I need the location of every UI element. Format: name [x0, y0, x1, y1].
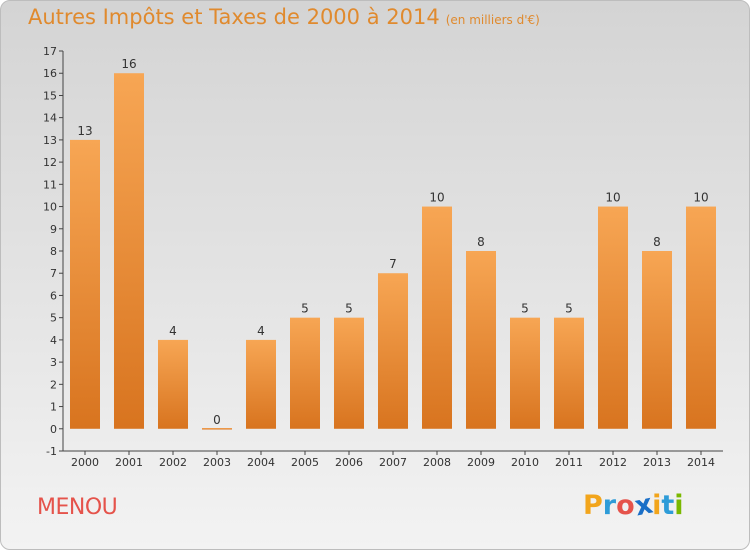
y-tick-label: 9: [50, 223, 57, 236]
x-tick-label-2008: 2008: [423, 456, 451, 469]
data-label-2002: 4: [169, 324, 177, 338]
bar-2006: [334, 317, 364, 429]
y-tick-label: 4: [50, 334, 57, 347]
bar-2009: [466, 251, 496, 429]
y-tick-label: 16: [43, 67, 57, 80]
y-tick-label: 15: [43, 89, 57, 102]
y-tick-label: 14: [43, 112, 57, 125]
x-axis: 2000 2001 2002 2003 2004 2005 2006 2007 2008 2009…: [63, 450, 723, 469]
x-tick-label-2011: 2011: [555, 456, 583, 469]
x-tick-label-2007: 2007: [379, 456, 407, 469]
title-text: Autres Impôts et Taxes de 2000 à 2014: [28, 5, 440, 29]
x-tick-label-2003: 2003: [203, 456, 231, 469]
proxiti-logo: Proxiti: [583, 489, 684, 523]
y-tick-label: 6: [50, 289, 57, 302]
bar-2013: [642, 251, 672, 429]
y-tick-label: 7: [50, 267, 57, 280]
logo-letter: P: [583, 490, 603, 521]
bar-2014: [686, 206, 716, 429]
x-tick-label-2004: 2004: [247, 456, 275, 469]
y-tick-label: 3: [50, 356, 57, 369]
y-tick-label: 11: [43, 178, 57, 191]
y-tick-label: 13: [43, 134, 57, 147]
bar-2007: [378, 273, 408, 429]
data-label-2011: 5: [565, 302, 573, 316]
data-label-2005: 5: [301, 302, 309, 316]
logo-letter: r: [602, 490, 617, 521]
y-tick-label: 5: [50, 312, 57, 325]
data-label-2010: 5: [521, 302, 529, 316]
y-tick-label: 17: [43, 45, 57, 58]
data-label-2012: 10: [605, 191, 620, 205]
data-label-2013: 8: [653, 235, 661, 249]
bar-2002: [158, 339, 188, 429]
data-labels: 13 16 4 0 4 5 5 7 10 8 5 5 10 8 10: [77, 57, 708, 427]
x-tick-label-2006: 2006: [335, 456, 363, 469]
logo-letter: o: [616, 490, 635, 521]
x-tick-label-2013: 2013: [643, 456, 671, 469]
data-label-2014: 10: [693, 191, 708, 205]
data-label-2007: 7: [389, 257, 397, 271]
logo-letter: t: [661, 490, 675, 521]
y-tick-label: 0: [50, 423, 57, 436]
commune-name: MENOU: [37, 495, 118, 520]
chart-unit: (en milliers d'€): [445, 13, 540, 27]
data-label-2003: 0: [213, 413, 221, 427]
data-label-2000: 13: [77, 124, 92, 138]
data-label-2008: 10: [429, 191, 444, 205]
bar-2010: [510, 317, 540, 429]
bar-2000: [70, 139, 100, 429]
x-tick-label-2001: 2001: [115, 456, 143, 469]
x-tick-label-2005: 2005: [291, 456, 319, 469]
data-label-2004: 4: [257, 324, 265, 338]
data-label-2001: 16: [121, 57, 136, 71]
bar-2003: [202, 428, 232, 430]
y-tick-label: -1: [46, 445, 57, 458]
y-tick-label: 2: [50, 378, 57, 391]
bar-2005: [290, 317, 320, 429]
x-tick-label-2000: 2000: [71, 456, 99, 469]
bar-2011: [554, 317, 584, 429]
logo-letter: i: [652, 490, 662, 521]
logo-letter: i: [674, 490, 684, 521]
data-label-2009: 8: [477, 235, 485, 249]
x-tick-label-2014: 2014: [687, 456, 715, 469]
bars: [70, 73, 716, 430]
x-tick-label-2002: 2002: [159, 456, 187, 469]
x-tick-label-2012: 2012: [599, 456, 627, 469]
bar-2004: [246, 339, 276, 429]
data-label-2006: 5: [345, 302, 353, 316]
y-tick-label: 1: [50, 401, 57, 414]
x-tick-label-2009: 2009: [467, 456, 495, 469]
bar-2008: [422, 206, 452, 429]
x-tick-label-2010: 2010: [511, 456, 539, 469]
y-tick-label: 8: [50, 245, 57, 258]
bar-2001: [114, 73, 144, 429]
chart-title: Autres Impôts et Taxes de 2000 à 2014 (en…: [28, 5, 540, 29]
bar-2012: [598, 206, 628, 429]
y-tick-label: 10: [43, 201, 57, 214]
y-tick-label: 12: [43, 156, 57, 169]
